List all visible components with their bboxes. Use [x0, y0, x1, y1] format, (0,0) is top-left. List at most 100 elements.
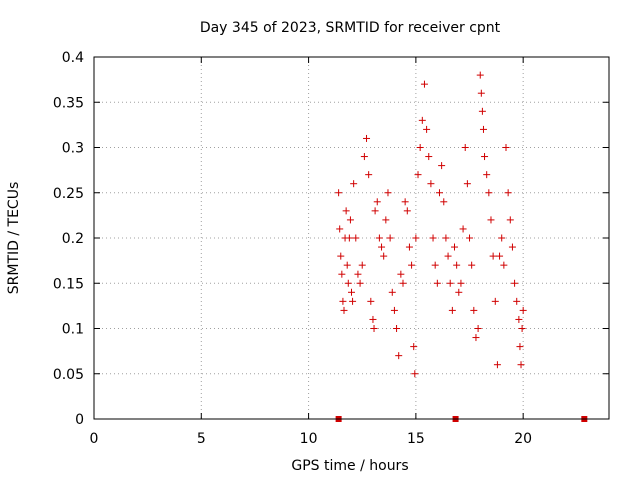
- x-axis-title: GPS time / hours: [291, 458, 408, 474]
- data-point: [414, 171, 422, 179]
- chart-title: Day 345 of 2023, SRMTID for receiver cpn…: [200, 20, 501, 36]
- data-point: [489, 252, 497, 260]
- data-point: [477, 89, 485, 97]
- data-point: [481, 153, 489, 161]
- data-point: [349, 297, 357, 305]
- y-tick-label: 0: [75, 412, 84, 428]
- data-point: [363, 134, 371, 142]
- data-point: [438, 162, 446, 170]
- data-point: [423, 125, 431, 133]
- data-point: [345, 234, 353, 242]
- data-point: [518, 325, 526, 332]
- data-point: [410, 343, 418, 351]
- axis-ticks: 0 0.05 0.1 0.15 0.2 0.25 0.3 0.35 0.4 0 5 10 15 20: [53, 50, 609, 447]
- data-point: [478, 107, 486, 115]
- data-point: [371, 207, 379, 215]
- x-tick-label: 20: [514, 431, 532, 447]
- data-point: [519, 306, 527, 314]
- y-tick-label: 0.15: [53, 276, 84, 292]
- x-tick-label: 5: [197, 431, 206, 447]
- data-point: [388, 288, 396, 296]
- data-point: [448, 306, 456, 314]
- data-point: [485, 189, 493, 197]
- data-point: [470, 306, 478, 314]
- y-tick-label: 0.05: [53, 367, 84, 383]
- data-point: [442, 234, 450, 242]
- data-point: [348, 288, 355, 296]
- data-point: [384, 189, 392, 197]
- data-point: [508, 243, 516, 251]
- data-point: [515, 315, 523, 323]
- data-point: [491, 297, 499, 305]
- data-point: [444, 252, 452, 260]
- data-point: [455, 288, 463, 296]
- data-point: [412, 234, 420, 242]
- data-point: [386, 234, 394, 242]
- data-point: [513, 297, 521, 305]
- data-point: [360, 153, 368, 161]
- data-point: [468, 261, 476, 269]
- data-point: [342, 207, 350, 215]
- data-point: [337, 252, 345, 260]
- data-point: [411, 370, 419, 378]
- data-point: [352, 234, 360, 242]
- data-point: [433, 279, 441, 287]
- data-point: [504, 189, 512, 197]
- y-tick-label: 0.25: [53, 186, 84, 202]
- data-point: [451, 243, 458, 251]
- data-point: [373, 198, 381, 206]
- data-point: [354, 270, 362, 278]
- data-point: [457, 279, 465, 287]
- data-point: [506, 216, 514, 224]
- data-point: [466, 234, 474, 242]
- data-point: [358, 261, 366, 269]
- data-point: [440, 198, 448, 206]
- data-point: [479, 125, 487, 133]
- data-point: [378, 243, 386, 251]
- data-point: [399, 279, 407, 287]
- data-point: [516, 343, 524, 351]
- x-tick-label: 15: [407, 431, 425, 447]
- data-point: [463, 180, 471, 188]
- data-point: [340, 306, 348, 314]
- data-point: [405, 243, 413, 251]
- data-point: [474, 325, 482, 332]
- data-point: [382, 216, 390, 224]
- data-point: [431, 261, 439, 269]
- data-point: [418, 116, 426, 124]
- data-point: [446, 279, 454, 287]
- data-point: [343, 261, 351, 269]
- y-tick-label: 0.3: [62, 141, 84, 157]
- data-point: [420, 80, 428, 88]
- x-tick-label: 0: [90, 431, 99, 447]
- data-point: [500, 261, 508, 269]
- data-point: [380, 252, 388, 260]
- data-point: [453, 261, 461, 269]
- data-point: [350, 180, 358, 188]
- data-point: [375, 234, 383, 242]
- data-point: [344, 279, 352, 287]
- data-point: [476, 71, 484, 79]
- data-point: [493, 361, 501, 369]
- data-point: [338, 270, 346, 278]
- y-axis-title: SRMTID / TECUs: [6, 182, 22, 295]
- data-point: [336, 225, 344, 233]
- data-point: [393, 325, 401, 332]
- data-point: [483, 171, 491, 179]
- data-point: [487, 216, 495, 224]
- data-point: [496, 252, 504, 260]
- data-point: [367, 297, 375, 305]
- data-point: [390, 306, 398, 314]
- x-tick-label: 10: [300, 431, 318, 447]
- y-tick-label: 0.1: [62, 322, 84, 338]
- data-point: [461, 144, 469, 151]
- data-point: [395, 352, 403, 360]
- data-point: [335, 189, 343, 197]
- data-point: [370, 325, 378, 332]
- data-point: [498, 234, 506, 242]
- y-tick-label: 0.2: [62, 231, 84, 247]
- data-point: [369, 315, 377, 323]
- data-point: [346, 216, 354, 224]
- y-tick-label: 0.4: [62, 50, 84, 66]
